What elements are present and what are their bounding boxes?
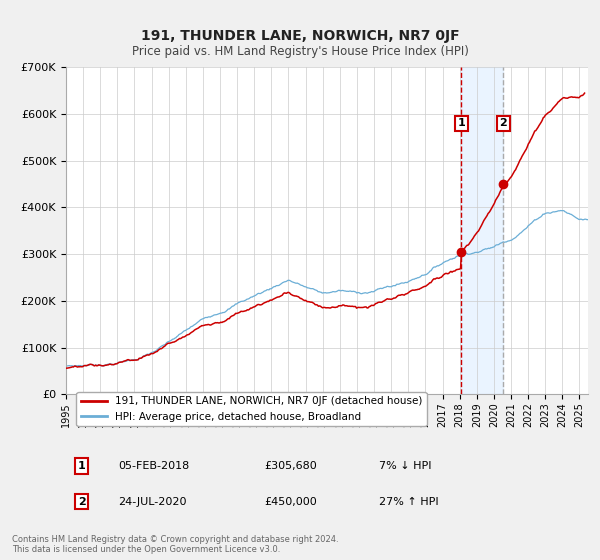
Text: 1: 1: [78, 461, 86, 471]
Bar: [461, 67, 503, 394]
Text: 191, THUNDER LANE, NORWICH, NR7 0JF: 191, THUNDER LANE, NORWICH, NR7 0JF: [140, 29, 460, 44]
Text: Contains HM Land Registry data © Crown copyright and database right 2024.
This d: Contains HM Land Registry data © Crown c…: [12, 535, 338, 554]
Legend: 191, THUNDER LANE, NORWICH, NR7 0JF (detached house), HPI: Average price, detach: 191, THUNDER LANE, NORWICH, NR7 0JF (det…: [76, 392, 427, 426]
Text: 2: 2: [78, 497, 86, 507]
Text: 24-JUL-2020: 24-JUL-2020: [118, 497, 187, 507]
Text: 2: 2: [500, 118, 508, 128]
Text: 1: 1: [457, 118, 465, 128]
Text: 05-FEB-2018: 05-FEB-2018: [118, 461, 190, 471]
Text: 7% ↓ HPI: 7% ↓ HPI: [379, 461, 432, 471]
Text: £305,680: £305,680: [265, 461, 317, 471]
Text: 27% ↑ HPI: 27% ↑ HPI: [379, 497, 439, 507]
Text: Price paid vs. HM Land Registry's House Price Index (HPI): Price paid vs. HM Land Registry's House …: [131, 45, 469, 58]
Text: £450,000: £450,000: [265, 497, 317, 507]
